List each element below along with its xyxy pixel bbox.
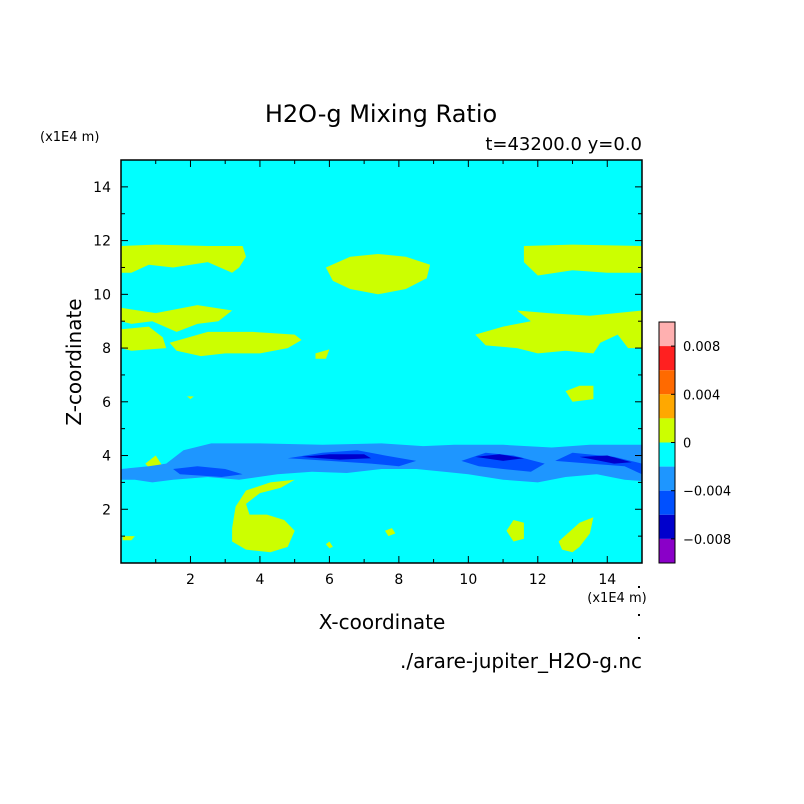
contour-region-19 xyxy=(232,479,295,553)
y-tick-label: 2 xyxy=(102,502,111,518)
contour-region-20 xyxy=(385,528,396,537)
y-tick-label: 6 xyxy=(102,395,111,411)
contour-region-3 xyxy=(121,305,233,332)
contour-region-22 xyxy=(558,517,594,553)
y-unit-label: (x1E4 m) xyxy=(40,130,99,145)
colorbar-swatch-2 xyxy=(659,370,675,395)
colorbar-swatch-5 xyxy=(659,442,675,467)
contour-region-2 xyxy=(523,244,642,276)
y-tick-label: 8 xyxy=(102,341,111,357)
contour-region-12 xyxy=(173,466,243,477)
colorbar-label: 0.004 xyxy=(683,388,720,403)
x-tick-label: 6 xyxy=(325,572,334,588)
y-tick-label: 10 xyxy=(93,287,111,303)
colorbar-swatch-1 xyxy=(659,346,675,371)
colorbar-swatch-7 xyxy=(659,490,675,515)
contour-region-24 xyxy=(122,536,135,541)
chart-subtitle: t=43200.0 y=0.0 xyxy=(485,134,642,155)
x-axis-label: X-coordinate xyxy=(319,610,446,634)
x-tick-label: 2 xyxy=(186,572,195,588)
contour-region-6 xyxy=(315,349,330,359)
colorbar-label: −0.008 xyxy=(683,533,731,548)
contour-region-4 xyxy=(121,326,167,351)
colorbar-swatch-6 xyxy=(659,466,675,491)
contour-region-9 xyxy=(187,396,194,400)
x-axis-ticks: 2 4 6 8 10 12 14 xyxy=(155,160,643,588)
contour-region-5 xyxy=(169,331,302,357)
y-tick-label: 12 xyxy=(93,234,111,250)
colorbar-swatch-9 xyxy=(659,538,675,563)
colorbar-swatch-4 xyxy=(659,418,675,443)
x-tick-label: 14 xyxy=(598,572,616,588)
x-tick-label: 10 xyxy=(459,572,477,588)
contour-region-8 xyxy=(565,385,594,402)
chart-title: H2O-g Mixing Ratio xyxy=(265,100,497,128)
colorbar-label: −0.004 xyxy=(683,485,731,500)
contour-region-18 xyxy=(579,455,632,464)
contour-region-17 xyxy=(475,454,524,461)
contour-region-15 xyxy=(555,452,642,475)
y-tick-label: 4 xyxy=(102,449,111,465)
x-tick-label: 4 xyxy=(255,572,264,588)
decorative-dots xyxy=(638,586,640,639)
y-axis-ticks: 2 4 6 8 10 12 14 xyxy=(93,159,642,537)
colorbar-swatch-8 xyxy=(659,514,675,539)
contour-region-0 xyxy=(121,244,246,273)
y-tick-label: 14 xyxy=(93,180,111,196)
contour-region-1 xyxy=(325,254,431,295)
plot-frame xyxy=(120,159,643,564)
x-unit-label: (x1E4 m) xyxy=(587,591,646,606)
contour-region-23 xyxy=(325,541,333,549)
colorbar: 0.008 0.004 0 −0.004 −0.008 xyxy=(658,321,731,564)
contour-regions xyxy=(121,244,642,553)
x-tick-label: 8 xyxy=(394,572,403,588)
y-axis-label: Z-coordinate xyxy=(62,298,86,425)
colorbar-swatch-3 xyxy=(659,394,675,419)
contour-region-7 xyxy=(475,310,642,354)
x-tick-label: 12 xyxy=(529,572,547,588)
plot-background xyxy=(121,160,642,563)
colorbar-label: 0 xyxy=(683,437,691,452)
plot-area: 2 4 6 8 10 12 14 2 4 6 8 10 12 14 xyxy=(93,159,643,588)
colorbar-swatch-0 xyxy=(659,322,675,347)
colorbar-label: 0.008 xyxy=(683,340,720,355)
source-filename: ./arare-jupiter_H2O-g.nc xyxy=(400,649,642,673)
contour-region-21 xyxy=(506,520,524,542)
contour-region-16 xyxy=(301,454,372,460)
